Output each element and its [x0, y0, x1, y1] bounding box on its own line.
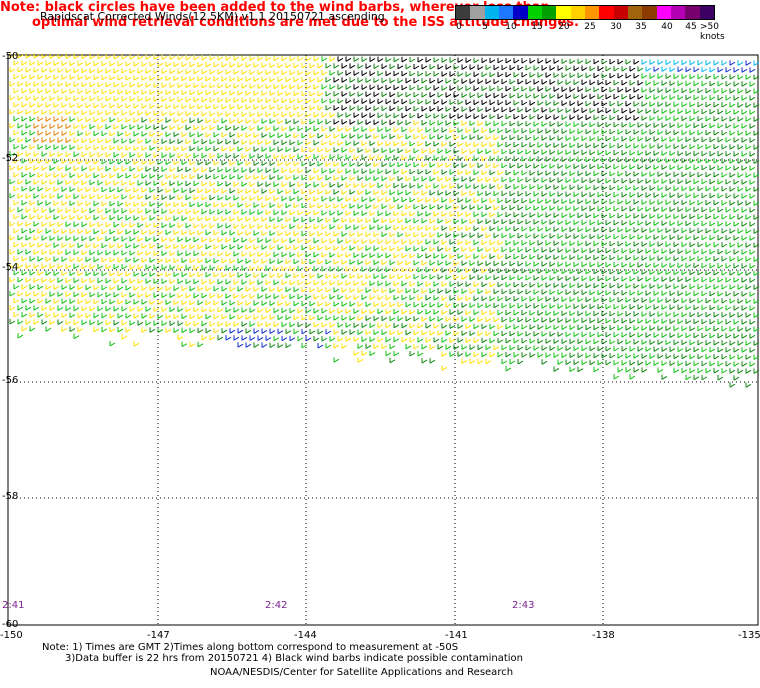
legend-swatch [599, 6, 614, 19]
legend-label: 15 [531, 22, 543, 32]
time-label: 2:41 [2, 600, 25, 611]
legend-label: 30 [610, 22, 622, 32]
legend-labels: 0 5 10 15 20 25 30 35 40 45 >50 knots [455, 20, 725, 42]
legend-swatch [685, 6, 700, 19]
legend-swatch [570, 6, 585, 19]
legend-label: 5 [482, 22, 488, 32]
legend-label: >50 knots [700, 22, 725, 42]
legend-swatch [670, 6, 686, 19]
lon-label: -141 [445, 630, 468, 641]
legend-swatch [498, 6, 514, 19]
lon-label: -138 [592, 630, 615, 641]
footer-note-2: 3)Data buffer is 22 hrs from 20150721 4)… [65, 653, 523, 664]
wind-barb-field [9, 53, 760, 388]
time-label: 2:42 [265, 600, 288, 611]
note-line-2: optimal wind retrieval conditions are me… [32, 15, 579, 30]
lon-label: -135 [738, 630, 760, 641]
legend-swatch [470, 6, 485, 19]
lon-label: -150 [0, 630, 23, 641]
wind-speed-legend: 0 5 10 15 20 25 30 35 40 45 >50 knots [455, 5, 725, 42]
note-line-1: Note: black circles have been added to t… [0, 0, 550, 15]
legend-swatch [584, 6, 600, 19]
legend-swatch [484, 6, 499, 19]
legend-label: 40 [661, 22, 673, 32]
legend-label: 35 [635, 22, 647, 32]
lon-label: -144 [294, 630, 317, 641]
legend-swatch [556, 6, 571, 19]
legend-swatch [627, 6, 643, 19]
lat-label: -58 [2, 491, 19, 502]
footer-note-1: Note: 1) Times are GMT 2)Times along bot… [42, 642, 459, 653]
legend-label: 25 [584, 22, 596, 32]
time-label: 2:43 [512, 600, 535, 611]
contamination-note: Note: black circles have been added to t… [0, 0, 760, 30]
lat-label: -54 [2, 262, 19, 273]
legend-swatch [456, 6, 471, 19]
legend-swatch [642, 6, 657, 19]
lat-label: -50 [2, 51, 19, 62]
legend-swatch [656, 6, 671, 19]
legend-swatch [541, 6, 557, 19]
legend-label: 0 [456, 22, 462, 32]
map-frame [7, 54, 759, 626]
legend-color-bar [455, 5, 715, 20]
lat-label: -56 [2, 375, 19, 386]
lat-lon-grid [8, 55, 758, 625]
footer-credit: NOAA/NESDIS/Center for Satellite Applica… [210, 667, 514, 678]
lat-label: -52 [2, 153, 19, 164]
map-title: Rapidscat Corrected Winds(12.5KM) v1.1 2… [40, 10, 385, 23]
legend-swatch [699, 6, 714, 19]
legend-label: 10 [505, 22, 517, 32]
legend-label: 45 [685, 22, 697, 32]
lon-label: -147 [147, 630, 170, 641]
legend-swatch [613, 6, 628, 19]
lat-label: -60 [2, 619, 19, 630]
legend-swatch [513, 6, 528, 19]
legend-label: 20 [558, 22, 570, 32]
legend-swatch [527, 6, 542, 19]
